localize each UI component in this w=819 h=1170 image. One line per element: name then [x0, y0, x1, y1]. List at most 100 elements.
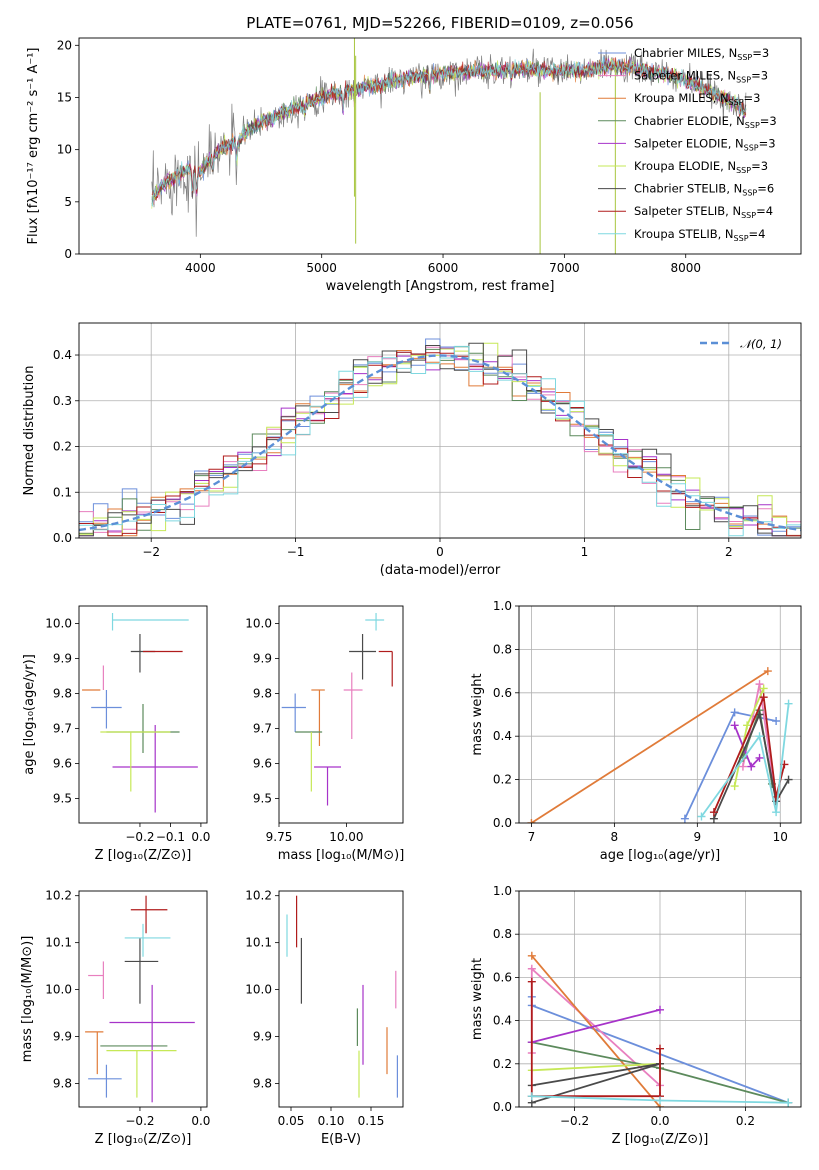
weight-point-marker	[755, 680, 764, 689]
x-tick-label: 0.2	[736, 1114, 755, 1128]
x-axis-label: age [log₁₀(age/yr)]	[600, 848, 721, 863]
legend-count: =3	[744, 91, 761, 105]
x-axis-label: (data-model)/error	[380, 563, 501, 578]
y-tick-label: 0.6	[493, 686, 512, 700]
axes-frame	[518, 890, 802, 1108]
x-tick-label: 0.0	[650, 1114, 669, 1128]
weight-point-marker	[656, 1005, 664, 1014]
legend-label: Salpeter MILES, NSSP=3	[634, 69, 768, 85]
y-tick-label: 9.9	[253, 1030, 272, 1044]
x-tick-label: 8	[611, 830, 619, 844]
y-tick-label: 0.0	[493, 816, 512, 830]
legend-count: =6	[757, 182, 774, 196]
data-point	[112, 725, 198, 813]
y-tick-label: 0.4	[493, 729, 512, 743]
axes-frame	[78, 890, 208, 1108]
y-tick-label: 0.1	[53, 485, 72, 499]
y-tick-label: 0.0	[53, 531, 72, 545]
x-axis-label: E(B-V)	[321, 1132, 361, 1147]
data-point	[100, 731, 171, 792]
weight-vs-age-panel: 7 8 9 10 0.0 0.2 0.4 0.6 0.8 1.0 age [log₁₀(age/yr…	[470, 599, 802, 863]
plot-area	[82, 613, 198, 813]
residual-histogram	[79, 345, 801, 537]
y-tick-label: 0.6	[493, 970, 512, 984]
x-tick-label: 7	[528, 830, 536, 844]
y-tick-label: 0.2	[493, 1057, 512, 1071]
weight-point-marker	[738, 762, 747, 771]
axes-frame	[278, 890, 404, 1108]
y-tick-label: 0.0	[493, 1100, 512, 1114]
data-point	[311, 689, 325, 746]
x-tick-label: 10	[773, 830, 788, 844]
y-tick-label: 9.6	[53, 757, 72, 771]
weight-point-marker	[759, 684, 768, 693]
data-point	[91, 690, 122, 729]
weight-point-marker	[755, 732, 764, 741]
x-tick-label: 9	[694, 830, 702, 844]
weight-vs-metallicity-panel: −0.2 0.0 0.2 0.0 0.2 0.4 0.6 0.8 1.0 Z [log₁₀(Z/Z…	[470, 884, 802, 1147]
axes-layer: −0.2 0.0 0.2 0.0 0.2 0.4 0.6 0.8 1.0 Z [log₁₀(Z/Z…	[470, 884, 802, 1147]
y-axis-label: mass [log₁₀(M/M⊙)]	[20, 936, 35, 1063]
legend-label: Salpeter ELODIE, NSSP=3	[634, 136, 776, 152]
legend-count: =3	[751, 69, 768, 83]
y-tick-label: 9.6	[253, 757, 272, 771]
y-axis-label: mass weight	[470, 958, 485, 1040]
y-axis-label: mass weight	[470, 673, 485, 755]
y-tick-label: 10.2	[245, 889, 272, 903]
weight-series-line	[530, 981, 661, 1098]
axes-frame	[78, 37, 802, 255]
plot-area	[79, 338, 801, 537]
axes-frame	[78, 605, 208, 824]
weight-point-marker	[784, 699, 793, 708]
legend-label: Kroupa ELODIE, NSSP=3	[634, 159, 768, 175]
y-tick-label: 0.4	[493, 1014, 512, 1028]
weight-point-marker	[759, 693, 768, 702]
weight-point-marker	[730, 708, 739, 717]
axes-layer: −0.2 −0.1 0.0 9.5 9.6 9.7 9.8 9.9 10.0 Z [log₁₀(Z…	[22, 605, 210, 863]
normal-reference-curve	[79, 354, 801, 532]
y-tick-label: 9.7	[253, 722, 272, 736]
y-axis-label: Flux [fλ10⁻¹⁷ erg cm⁻² s⁻¹ A⁻¹]	[26, 48, 41, 245]
x-tick-label: 4000	[185, 261, 216, 275]
weight-point-marker	[527, 964, 536, 973]
legend-count: =3	[760, 114, 777, 128]
weight-point-marker	[772, 717, 781, 726]
y-tick-label: 9.8	[53, 1077, 72, 1091]
y-tick-label: 9.5	[253, 792, 272, 806]
y-tick-label: 9.8	[253, 1077, 272, 1091]
x-tick-label: 0	[436, 545, 444, 559]
weight-point-marker	[697, 812, 706, 821]
data-point	[85, 1031, 104, 1075]
y-tick-label: 9.5	[53, 792, 72, 806]
weight-point-marker	[656, 1044, 664, 1053]
legend-label: 𝒩(0, 1)	[740, 337, 782, 351]
y-tick-label: 0.4	[53, 348, 72, 362]
weight-point-marker	[755, 753, 764, 762]
weight-point-marker	[527, 977, 536, 986]
weight-point-marker	[763, 667, 772, 676]
legend-subscript: SSP	[744, 143, 759, 152]
plot-area	[527, 951, 793, 1107]
x-tick-label: 9.75	[266, 830, 293, 844]
age-vs-mass-panel: 9.75 10.00 9.5 9.6 9.7 9.8 9.9 10.0 mass [log₁₀(…	[245, 605, 404, 863]
x-tick-label: −0.2	[560, 1114, 589, 1128]
y-tick-label: 10.1	[245, 936, 272, 950]
legend-subscript: SSP	[745, 121, 760, 130]
x-tick-label: 1	[581, 545, 589, 559]
data-point	[111, 613, 189, 631]
data-point	[124, 923, 171, 957]
weight-point-marker	[709, 808, 718, 817]
y-tick-label: 9.9	[53, 1030, 72, 1044]
x-tick-label: 0.10	[318, 1114, 345, 1128]
y-tick-label: 0.2	[493, 773, 512, 787]
plot-area	[281, 613, 393, 806]
y-tick-label: 15	[57, 90, 72, 104]
y-tick-label: 10.0	[45, 617, 72, 631]
mass-vs-ebv-panel: 0.05 0.10 0.15 9.8 9.9 10.0 10.1 10.2 E(B-V)	[245, 889, 404, 1147]
plot-area	[286, 895, 398, 1098]
y-tick-label: 5	[64, 195, 72, 209]
legend-label: Kroupa MILES, NSSP=3	[634, 91, 760, 107]
x-axis-label: Z [log₁₀(Z/Z⊙)]	[612, 1132, 709, 1147]
weight-series-line	[531, 1062, 661, 1072]
